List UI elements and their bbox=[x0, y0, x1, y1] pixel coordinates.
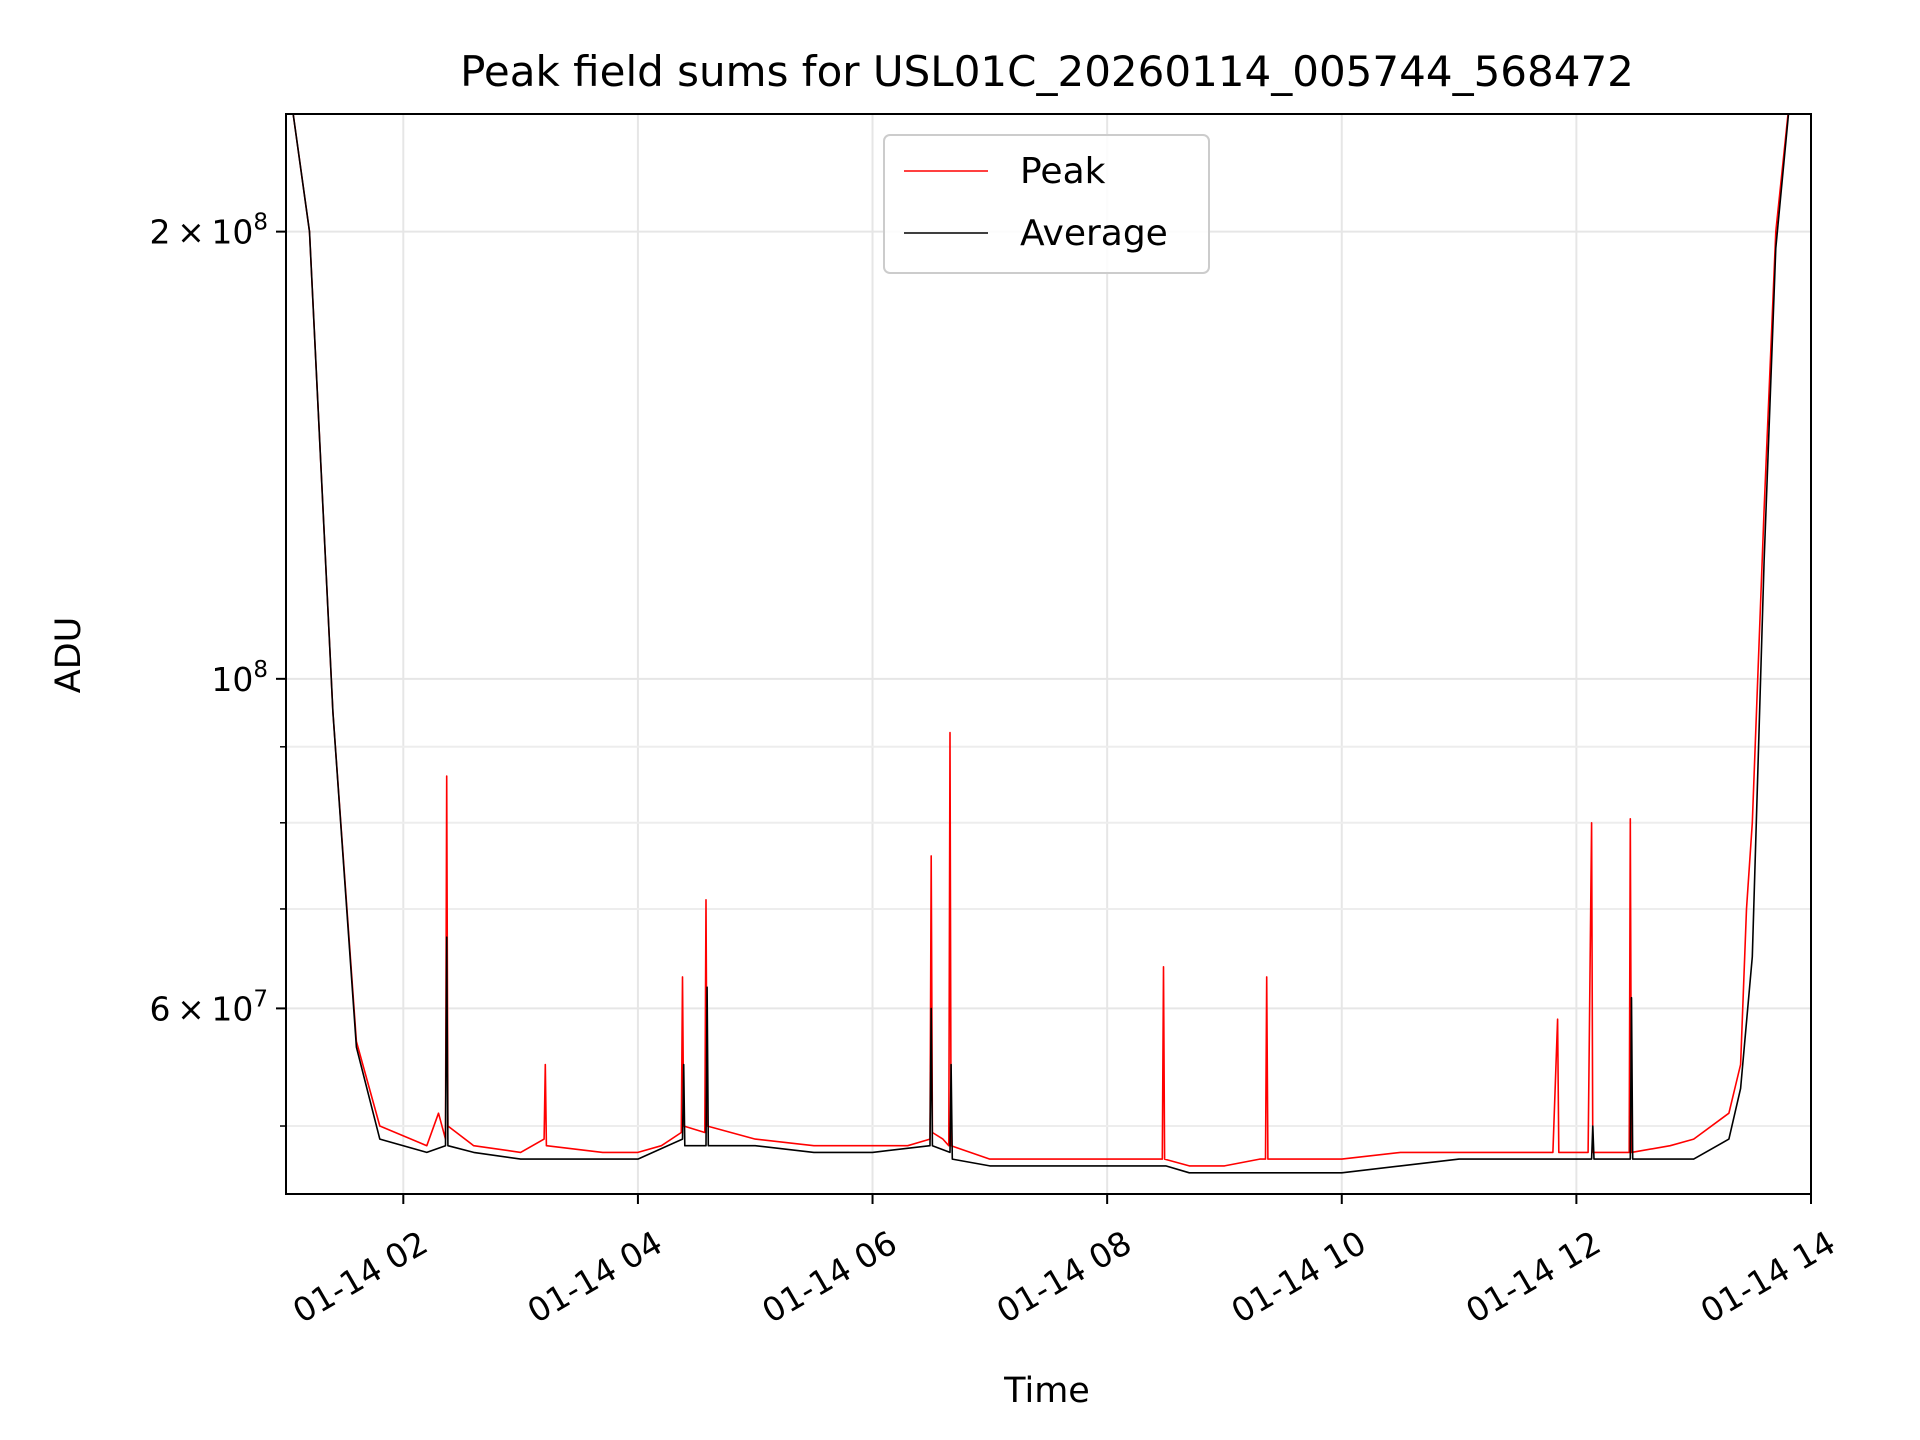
grid-lines bbox=[286, 114, 1812, 1194]
x-tick-label: 01-14 04 bbox=[521, 1223, 669, 1331]
y-tick-label: 108 bbox=[211, 657, 268, 699]
legend-box bbox=[883, 134, 1210, 274]
legend-average-label: Average bbox=[1020, 213, 1168, 254]
x-axis-ticks: 01-14 02 01-14 04 01-14 06 01-14 08 01-14 10… bbox=[286, 1194, 1842, 1331]
series-lines bbox=[292, 114, 1790, 1174]
series-line-average bbox=[292, 114, 1790, 1174]
y-axis-label: ADU bbox=[49, 617, 89, 694]
x-tick-label: 01-14 02 bbox=[286, 1223, 434, 1331]
x-tick-label: 01-14 08 bbox=[990, 1223, 1138, 1331]
y-tick-label: 2 × 108 bbox=[150, 210, 268, 252]
series-line-peak bbox=[292, 114, 1789, 1167]
x-tick-label: 01-14 12 bbox=[1459, 1223, 1607, 1331]
y-axis-ticks: 6 × 107 108 2 × 108 bbox=[150, 210, 286, 1127]
x-tick-label: 01-14 14 bbox=[1694, 1223, 1842, 1331]
legend-peak-label: Peak bbox=[1020, 151, 1106, 192]
x-tick-label: 01-14 06 bbox=[755, 1223, 903, 1331]
legend: Peak Average bbox=[883, 134, 1210, 274]
x-tick-label: 01-14 10 bbox=[1225, 1223, 1373, 1331]
chart-title: Peak field sums for USL01C_20260114_0057… bbox=[460, 47, 1634, 96]
y-tick-label: 6 × 107 bbox=[150, 986, 268, 1028]
plot-frame bbox=[285, 113, 1812, 1195]
x-axis-label: Time bbox=[1003, 1371, 1090, 1411]
